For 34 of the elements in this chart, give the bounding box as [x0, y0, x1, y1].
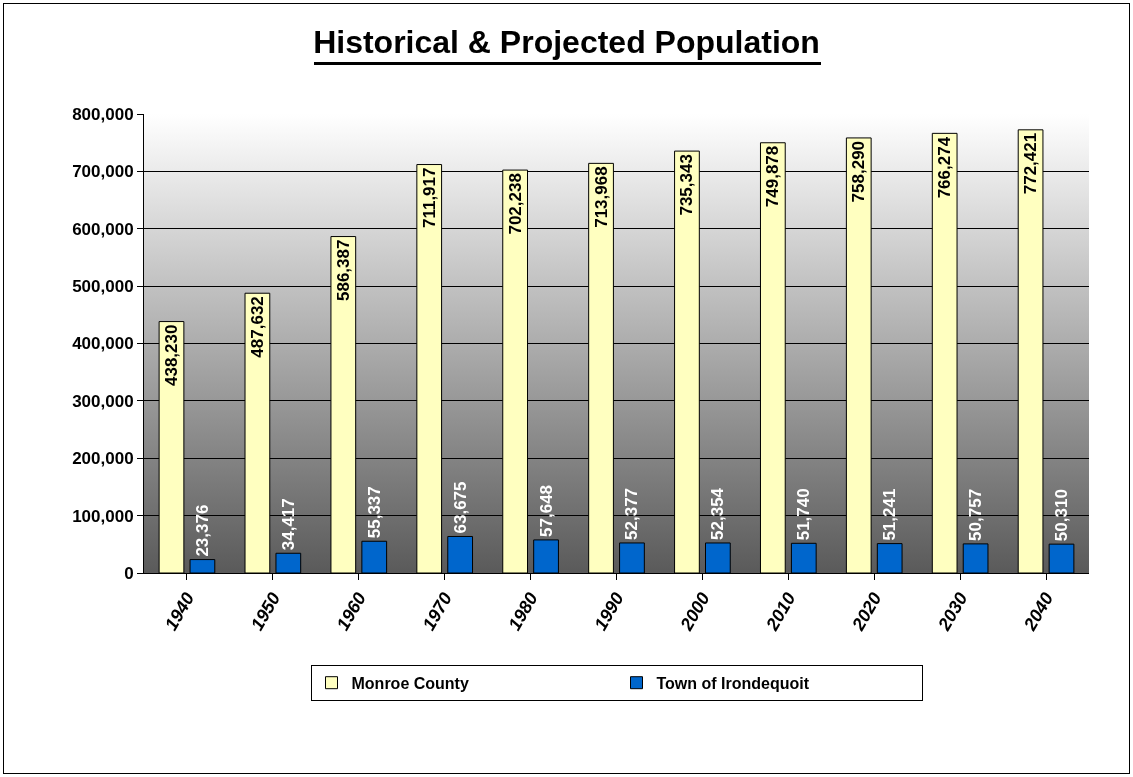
y-tick-label: 700,000 — [72, 162, 134, 182]
legend-label: Town of Irondequoit — [656, 674, 810, 692]
data-label: 34,417 — [278, 498, 298, 551]
legend-label: Monroe County — [351, 674, 469, 692]
y-tick-label: 400,000 — [72, 334, 134, 354]
data-label: 586,387 — [333, 239, 353, 302]
y-tick-label: 800,000 — [72, 104, 134, 124]
data-label: 702,238 — [505, 173, 525, 235]
data-label: 52,377 — [622, 487, 642, 540]
data-label: 713,968 — [591, 166, 611, 228]
data-label: 51,740 — [794, 488, 814, 541]
data-label: 63,675 — [450, 481, 470, 534]
data-label: 758,290 — [849, 140, 869, 203]
data-label: 772,421 — [1021, 132, 1041, 195]
data-label: 711,917 — [419, 167, 439, 229]
data-label: 766,274 — [935, 136, 955, 199]
y-tick-label: 0 — [124, 563, 134, 583]
data-label: 438,230 — [161, 324, 181, 387]
y-tick-label: 100,000 — [72, 506, 134, 526]
chart-title: Historical & Projected Population — [313, 24, 820, 61]
data-label: 749,878 — [763, 145, 783, 208]
data-label: 23,376 — [192, 504, 212, 557]
y-tick-label: 600,000 — [72, 219, 134, 239]
data-label: 57,648 — [536, 484, 556, 537]
data-label: 50,757 — [966, 488, 986, 541]
y-tick-label: 500,000 — [72, 277, 134, 297]
data-label: 52,354 — [708, 487, 728, 540]
data-label: 51,241 — [880, 488, 900, 541]
data-label: 487,632 — [247, 296, 267, 358]
data-label: 50,310 — [1052, 489, 1072, 542]
data-label: 55,337 — [364, 486, 384, 539]
y-tick-label: 300,000 — [72, 391, 134, 411]
data-label: 735,343 — [677, 154, 697, 216]
y-tick-label: 200,000 — [72, 449, 134, 469]
